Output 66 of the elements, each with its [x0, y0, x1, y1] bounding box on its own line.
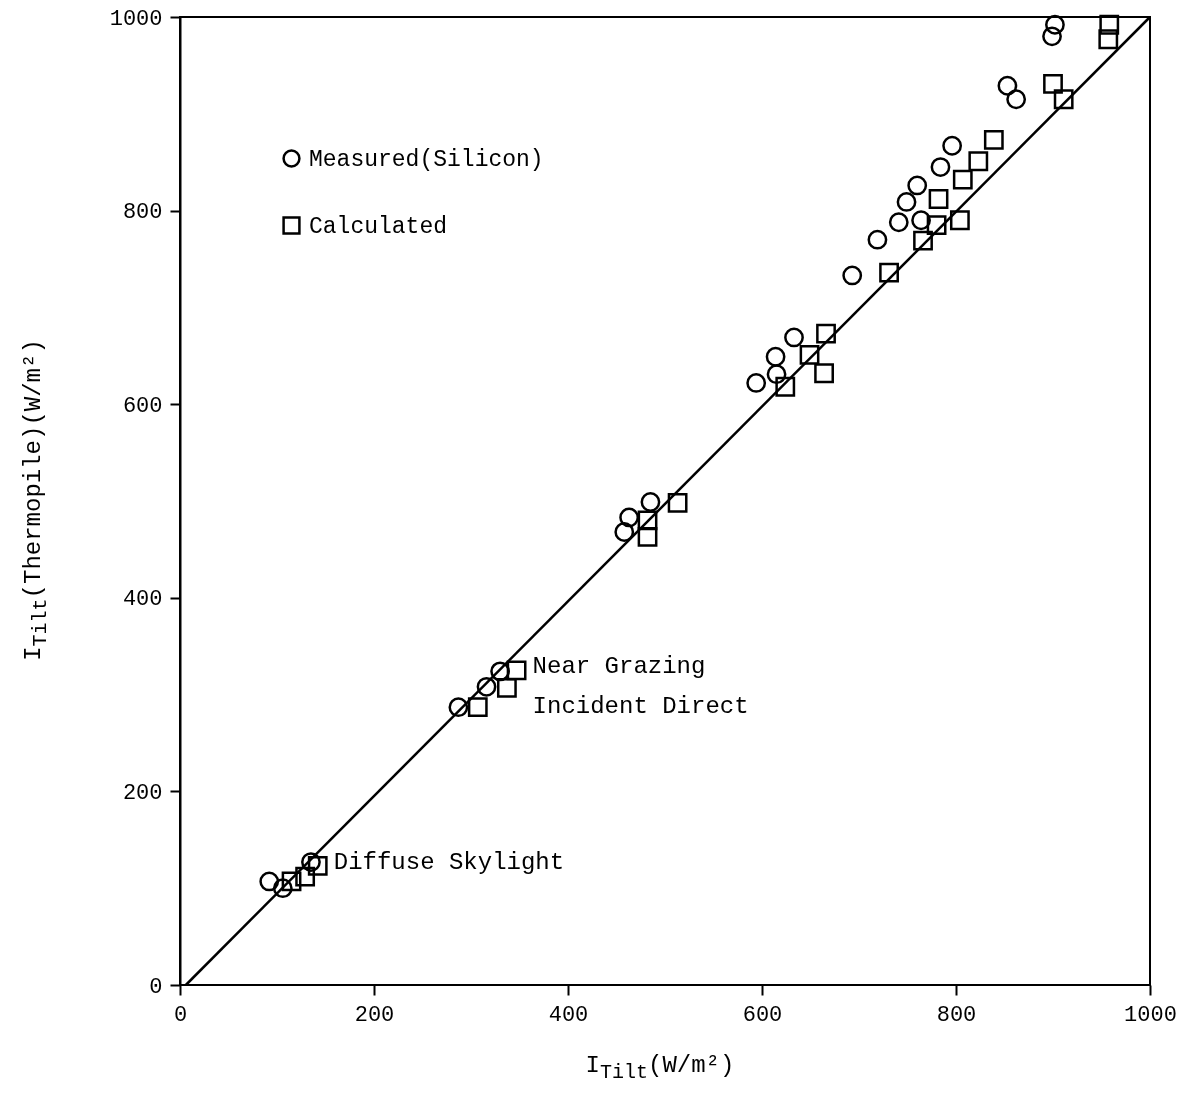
point [640, 492, 661, 512]
point [816, 323, 836, 344]
point [272, 878, 293, 899]
point [667, 493, 688, 513]
y-tick-label: 0 [149, 974, 163, 1000]
x-axis-title: I$_{Tilt}$(W/m²) [584, 1052, 736, 1084]
annotation: Near Grazing Incident Direct [532, 653, 749, 721]
point [814, 363, 834, 384]
point [1098, 29, 1119, 50]
point [301, 852, 321, 872]
y-tick-label: 600 [122, 393, 163, 419]
point [1043, 73, 1063, 94]
point [614, 522, 635, 542]
point [928, 189, 949, 209]
point [281, 871, 302, 892]
point [746, 373, 767, 393]
point [911, 210, 931, 231]
legend-label: Measured(Silicon) [309, 146, 544, 173]
point [867, 229, 888, 250]
point [949, 210, 970, 231]
point [930, 157, 951, 177]
y-tick-label: 400 [122, 587, 163, 613]
point [983, 130, 1004, 150]
y-tick-label: 800 [122, 200, 163, 226]
annotation: Diffuse Skylight [333, 848, 565, 876]
point [799, 344, 820, 365]
x-tick-label: 200 [354, 1002, 395, 1028]
point [942, 135, 963, 156]
x-tick-label: 400 [548, 1002, 589, 1028]
x-tick-label: 1000 [1124, 1002, 1177, 1028]
point [1099, 14, 1120, 35]
y-tick-label: 1000 [109, 6, 163, 32]
point [842, 265, 863, 286]
point [952, 169, 973, 190]
x-tick-label: 800 [936, 1002, 977, 1028]
point [888, 212, 909, 233]
point [637, 510, 658, 531]
point [997, 75, 1018, 96]
point [496, 677, 517, 698]
point [1042, 26, 1062, 47]
point [506, 660, 527, 681]
point [775, 376, 796, 397]
point [259, 871, 280, 892]
x-tick-label: 0 [173, 1002, 188, 1028]
point [765, 346, 786, 367]
legend-label: Calculated [309, 213, 448, 240]
point [295, 866, 316, 887]
point [448, 697, 469, 718]
point [476, 676, 497, 697]
point [913, 230, 933, 251]
point [619, 507, 640, 528]
point [637, 526, 658, 547]
point [467, 697, 488, 718]
point [968, 151, 989, 172]
x-tick-label: 600 [742, 1002, 783, 1028]
point [907, 175, 928, 196]
point [784, 327, 804, 348]
point [896, 192, 917, 212]
point [1006, 89, 1027, 110]
y-tick-label: 200 [122, 780, 163, 806]
point [879, 262, 899, 283]
point [1045, 14, 1065, 35]
point [766, 364, 787, 385]
point [926, 215, 947, 236]
point [1053, 89, 1074, 110]
point [307, 856, 328, 876]
